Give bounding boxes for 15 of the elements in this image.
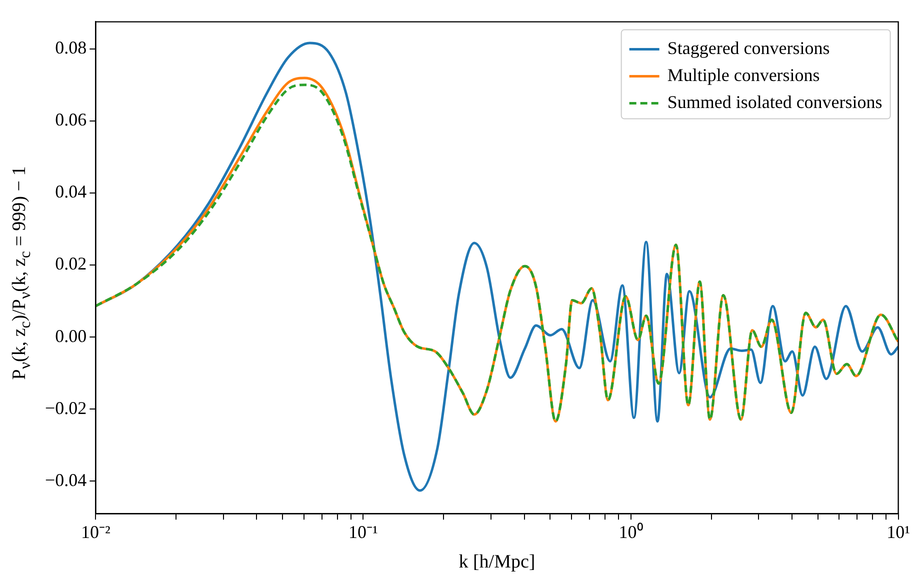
y-tick-label: 0.04 xyxy=(55,182,87,202)
legend-label: Multiple conversions xyxy=(667,65,820,86)
x-tick-label: 10¹ xyxy=(886,522,910,542)
y-tick-label: 0.06 xyxy=(55,110,87,130)
x-tick-label: 10⁰ xyxy=(618,522,643,542)
legend-label: Summed isolated conversions xyxy=(667,92,882,112)
x-tick-label: 10⁻¹ xyxy=(348,522,378,542)
x-tick-label: 10⁻² xyxy=(80,522,110,542)
y-tick-label: 0.02 xyxy=(55,254,87,274)
y-tick-label: −0.02 xyxy=(44,398,87,418)
y-tick-label: −0.04 xyxy=(44,470,87,490)
x-axis-title: k [h/Mpc] xyxy=(458,552,536,573)
y-tick-label: 0.08 xyxy=(55,38,87,58)
legend-label: Staggered conversions xyxy=(667,38,830,58)
y-tick-label: 0.00 xyxy=(55,326,87,346)
